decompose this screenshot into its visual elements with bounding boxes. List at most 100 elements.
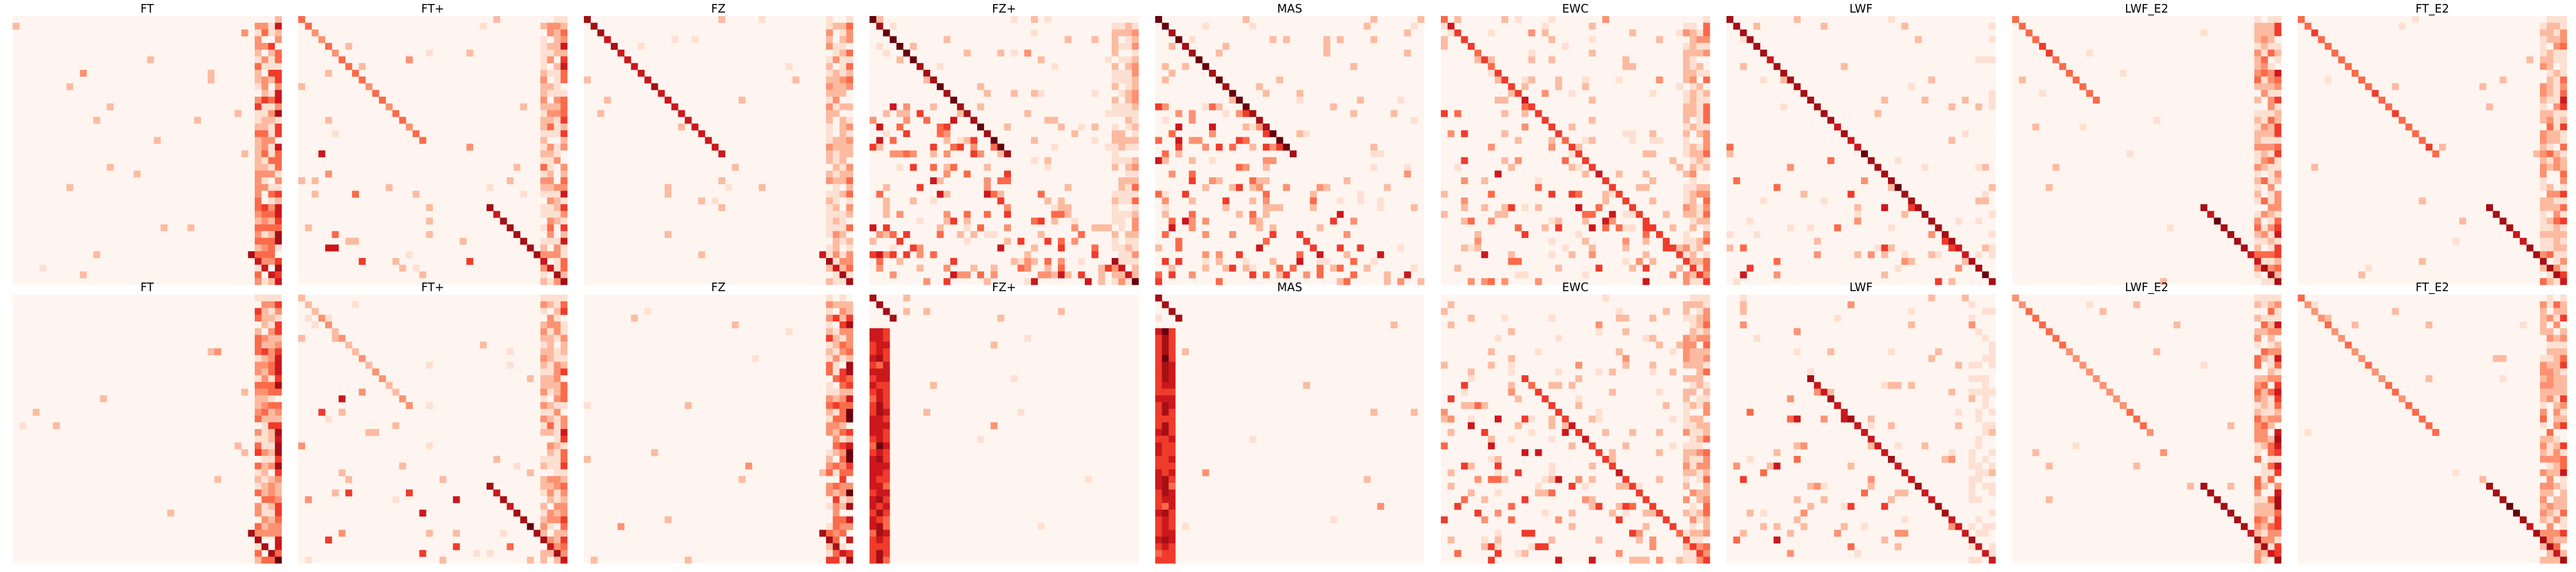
heatmap-cell [1689, 557, 1697, 564]
heatmap-panel: LWF [1726, 2, 1996, 285]
heatmap-cell [547, 469, 554, 476]
heatmap-cell [832, 489, 840, 496]
heatmap-cell [275, 170, 282, 178]
heatmap-cell [832, 110, 840, 117]
heatmap-cell [261, 469, 268, 476]
heatmap-cell [2274, 462, 2282, 470]
heatmap-cell [1703, 408, 1710, 416]
heatmap-cell [1125, 49, 1132, 57]
heatmap-cell [2553, 110, 2561, 117]
heatmap-cell [1242, 258, 1250, 265]
heatmap-cell [1696, 210, 1704, 218]
heatmap-cell [507, 362, 514, 369]
heatmap-cell [554, 164, 561, 171]
heatmap-cell [826, 523, 833, 530]
heatmap-cell [275, 264, 282, 272]
heatmap-cell [1747, 408, 1754, 416]
heatmap-cell [2267, 362, 2275, 369]
heatmap-cell [1447, 22, 1455, 30]
heatmap-cell [826, 97, 833, 104]
heatmap-cell [2560, 442, 2567, 450]
heatmap-cell [1501, 157, 1508, 164]
heatmap-cell [832, 348, 840, 356]
heatmap-cell [1689, 301, 1697, 308]
heatmap-panel: EWC [1441, 280, 1710, 564]
heatmap-cell [1689, 422, 1697, 430]
heatmap-cell [839, 483, 847, 490]
heatmap-cell [255, 210, 262, 218]
heatmap-cell [2560, 321, 2567, 329]
heatmap-cell [2261, 422, 2268, 430]
heatmap-cell [1071, 237, 1078, 245]
heatmap-cell [846, 483, 854, 490]
heatmap-cell [2274, 29, 2282, 37]
heatmap-cell [1989, 388, 1996, 396]
heatmap-cell [1317, 184, 1324, 191]
heatmap-cell [1488, 543, 1495, 550]
heatmap-cell [1703, 22, 1710, 30]
heatmap-cell [255, 408, 262, 416]
heatmap-cell [1975, 550, 1982, 557]
heatmap-cell [255, 63, 262, 70]
heatmap-cell [1182, 217, 1190, 225]
panel-title: FT+ [421, 280, 444, 294]
heatmap-cell [950, 144, 958, 151]
heatmap-cell [1989, 456, 1996, 463]
heatmap-cell [2560, 170, 2567, 178]
heatmap-cell [560, 22, 568, 30]
heatmap-cell [560, 557, 568, 564]
heatmap-cell [2039, 43, 2046, 50]
heatmap-cell [876, 43, 883, 50]
heatmap-cell [839, 97, 847, 104]
heatmap-cell [1330, 516, 1337, 523]
heatmap-cell [1649, 315, 1657, 322]
heatmap-cell [2267, 210, 2275, 218]
heatmap-cell [2274, 157, 2282, 164]
heatmap-cell [1589, 22, 1596, 30]
heatmap-cell [1447, 415, 1455, 423]
heatmap-cell [365, 362, 373, 369]
heatmap-cell [1683, 510, 1690, 517]
heatmap-cell [832, 63, 840, 70]
heatmap-cell [1683, 70, 1690, 77]
heatmap-cell [1696, 435, 1704, 443]
heatmap-cell [2267, 97, 2275, 104]
heatmap-cell [1969, 137, 1976, 144]
heatmap-cell [305, 557, 312, 564]
heatmap-cell [554, 29, 561, 37]
heatmap-cell [1854, 204, 1862, 212]
heatmap-cell [2045, 49, 2053, 57]
heatmap-cell [1515, 469, 1522, 476]
heatmap-cell [1703, 164, 1710, 171]
heatmap-cell [2274, 170, 2282, 178]
heatmap-cell [2560, 36, 2567, 43]
heatmap-cell [1696, 237, 1704, 245]
heatmap-cell [1535, 348, 1542, 356]
heatmap-cell [1703, 295, 1710, 302]
heatmap-cell [997, 177, 1005, 185]
heatmap-cell [1195, 137, 1203, 144]
heatmap-cell [275, 402, 282, 410]
heatmap-cell [1118, 29, 1125, 37]
heatmap-cell [1649, 150, 1657, 158]
heatmap-cell [1635, 489, 1643, 496]
heatmap-cell [870, 362, 877, 369]
heatmap-cell [2032, 315, 2040, 322]
heatmap-cell [1629, 130, 1637, 137]
heatmap-cell [1969, 368, 1976, 376]
heatmap-cell [2254, 295, 2262, 302]
heatmap-cell [910, 56, 917, 63]
heatmap-cell [1615, 503, 1623, 510]
heatmap-cell [1753, 43, 1761, 50]
heatmap-cell [1010, 49, 1018, 57]
heatmap-cell [2392, 83, 2399, 90]
heatmap-cell [1112, 22, 1119, 30]
heatmap-cell [1921, 164, 1929, 171]
heatmap-cell [325, 415, 333, 423]
heatmap-cell [261, 442, 268, 450]
heatmap-cell [1125, 36, 1132, 43]
heatmap-cell [826, 557, 833, 564]
heatmap-cell [832, 224, 840, 232]
heatmap-cell [2274, 476, 2282, 483]
heatmap-cell [2133, 462, 2140, 470]
